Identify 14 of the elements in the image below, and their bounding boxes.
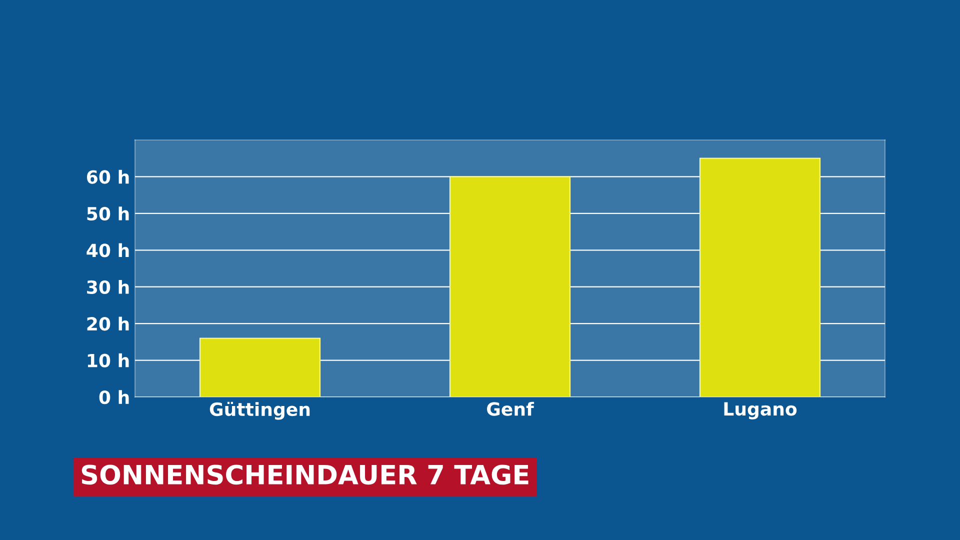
x-tick-label: Genf [487, 402, 534, 416]
y-tick-label: 0 h [99, 390, 129, 404]
y-tick-label: 60 h [86, 170, 129, 184]
y-tick-label: 10 h [88, 353, 129, 368]
bar [199, 338, 321, 397]
y-tick-label: 30 h [87, 280, 129, 294]
bar [699, 158, 821, 397]
y-tick-label: 40 h [86, 243, 129, 258]
x-tick-label: Lugano [724, 402, 797, 420]
bar [449, 176, 571, 397]
y-tick-label: 20 h [87, 316, 129, 331]
x-tick-label: Güttingen [210, 402, 310, 420]
text: SONNENSCHEINDAUER 7 TAGE [82, 464, 528, 485]
y-tick-label: 50 h [87, 206, 129, 221]
